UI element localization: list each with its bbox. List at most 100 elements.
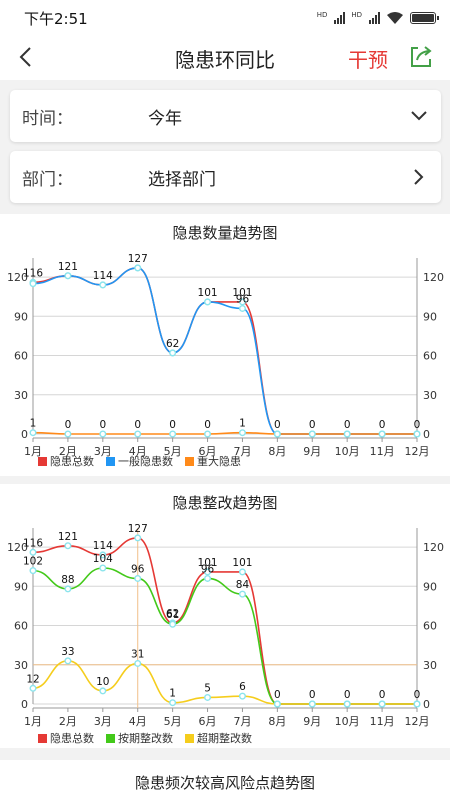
data-point bbox=[204, 568, 212, 576]
signal-icon bbox=[334, 12, 346, 24]
status-icons: HD HD bbox=[316, 11, 439, 25]
data-label: 121 bbox=[58, 531, 78, 543]
intervene-button[interactable]: 干预 bbox=[348, 48, 388, 72]
data-label: 1 bbox=[239, 418, 246, 430]
legend-item: 重大隐患 bbox=[185, 453, 241, 469]
y-tick-label-right: 120 bbox=[423, 541, 444, 554]
chart-legend: 隐患总数 一般隐患数 重大隐患 bbox=[38, 453, 241, 469]
data-point bbox=[169, 620, 177, 628]
data-label: 62 bbox=[166, 608, 179, 620]
series-line bbox=[32, 537, 417, 705]
data-label: 0 bbox=[274, 419, 281, 431]
rectification-chart-card: 隐患整改趋势图 0 0 30 30 60 60 90 90 120 120 1月 2月 3月 4月 5月 6月… bbox=[0, 484, 450, 748]
data-point bbox=[204, 693, 212, 701]
legend-item: 隐患总数 bbox=[38, 453, 94, 469]
data-label: 101 bbox=[232, 287, 252, 299]
data-label: 1 bbox=[169, 688, 176, 700]
data-label: 0 bbox=[379, 689, 386, 701]
data-point bbox=[134, 264, 142, 272]
series-line bbox=[32, 431, 417, 435]
x-tick-label: 6月 bbox=[199, 445, 217, 458]
chart-title: 隐患频次较高风险点趋势图 bbox=[134, 774, 315, 792]
data-label: 6 bbox=[239, 681, 246, 693]
data-point bbox=[378, 430, 386, 438]
data-label: 101 bbox=[198, 557, 218, 569]
time-filter[interactable]: 时间： 今年 bbox=[10, 90, 441, 142]
x-tick-label: 4月 bbox=[129, 445, 147, 458]
x-tick-label: 8月 bbox=[268, 445, 286, 458]
x-tick-label: 12月 bbox=[405, 445, 430, 458]
data-point bbox=[238, 692, 246, 700]
data-label: 96 bbox=[236, 293, 250, 305]
y-tick-label-right: 60 bbox=[423, 620, 437, 633]
time-filter-value: 今年 bbox=[148, 108, 182, 129]
x-tick-label: 4月 bbox=[129, 715, 147, 728]
data-label: 96 bbox=[131, 563, 145, 575]
y-tick-label-right: 0 bbox=[423, 428, 430, 441]
data-label: 0 bbox=[274, 689, 281, 701]
data-point bbox=[64, 542, 72, 550]
dept-filter-value: 选择部门 bbox=[148, 169, 216, 190]
series-line bbox=[32, 267, 417, 435]
data-label: 0 bbox=[344, 419, 351, 431]
data-label: 33 bbox=[61, 646, 74, 658]
x-tick-label: 9月 bbox=[303, 715, 321, 728]
x-tick-label: 3月 bbox=[94, 715, 112, 728]
data-point bbox=[413, 700, 421, 708]
back-button[interactable] bbox=[10, 42, 40, 72]
y-tick-label: 120 bbox=[7, 541, 28, 554]
x-tick-label: 11月 bbox=[370, 715, 395, 728]
hd-icon-2: HD bbox=[351, 11, 362, 19]
status-bar: 下午2:51 HD HD bbox=[0, 0, 450, 36]
data-point bbox=[134, 534, 142, 542]
data-point bbox=[308, 700, 316, 708]
share-button[interactable] bbox=[404, 40, 438, 74]
x-tick-label: 1月 bbox=[24, 445, 42, 458]
data-point bbox=[204, 298, 212, 306]
legend-item: 超期整改数 bbox=[185, 730, 252, 746]
data-point bbox=[29, 684, 37, 692]
x-tick-label: 8月 bbox=[268, 715, 286, 728]
x-tick-label: 10月 bbox=[335, 445, 360, 458]
data-point bbox=[378, 700, 386, 708]
data-point bbox=[308, 430, 316, 438]
data-point bbox=[238, 298, 246, 306]
y-tick-label: 60 bbox=[14, 620, 28, 633]
data-point bbox=[134, 574, 142, 582]
data-label: 0 bbox=[414, 419, 421, 431]
legend-item: 一般隐患数 bbox=[106, 453, 173, 469]
hd-icon: HD bbox=[316, 11, 328, 19]
data-point bbox=[204, 574, 212, 582]
data-label: 0 bbox=[414, 689, 421, 701]
x-tick-label: 12月 bbox=[405, 715, 430, 728]
y-tick-label: 0 bbox=[21, 428, 28, 441]
data-point bbox=[169, 349, 177, 357]
data-label: 0 bbox=[309, 419, 316, 431]
data-label: 127 bbox=[128, 253, 148, 265]
data-point bbox=[204, 430, 212, 438]
dept-filter[interactable]: 部门： 选择部门 bbox=[10, 151, 441, 203]
data-label: 101 bbox=[198, 287, 218, 299]
data-label: 1 bbox=[30, 418, 37, 430]
y-tick-label: 30 bbox=[14, 389, 28, 402]
chart-title: 隐患整改趋势图 bbox=[172, 494, 278, 512]
data-point bbox=[134, 430, 142, 438]
data-label: 0 bbox=[99, 419, 106, 431]
data-point bbox=[169, 699, 177, 707]
data-label: 0 bbox=[309, 689, 316, 701]
data-label: 0 bbox=[344, 689, 351, 701]
x-tick-label: 6月 bbox=[199, 715, 217, 728]
y-tick-label: 120 bbox=[7, 271, 28, 284]
y-tick-label: 90 bbox=[14, 580, 28, 593]
data-label: 84 bbox=[236, 579, 250, 591]
data-label: 127 bbox=[128, 523, 148, 535]
data-point bbox=[343, 700, 351, 708]
data-label: 116 bbox=[23, 537, 43, 549]
data-label: 116 bbox=[23, 267, 43, 279]
x-tick-label: 1月 bbox=[24, 715, 42, 728]
data-label: 104 bbox=[93, 553, 113, 565]
x-tick-label: 2月 bbox=[59, 445, 77, 458]
data-point bbox=[29, 567, 37, 575]
